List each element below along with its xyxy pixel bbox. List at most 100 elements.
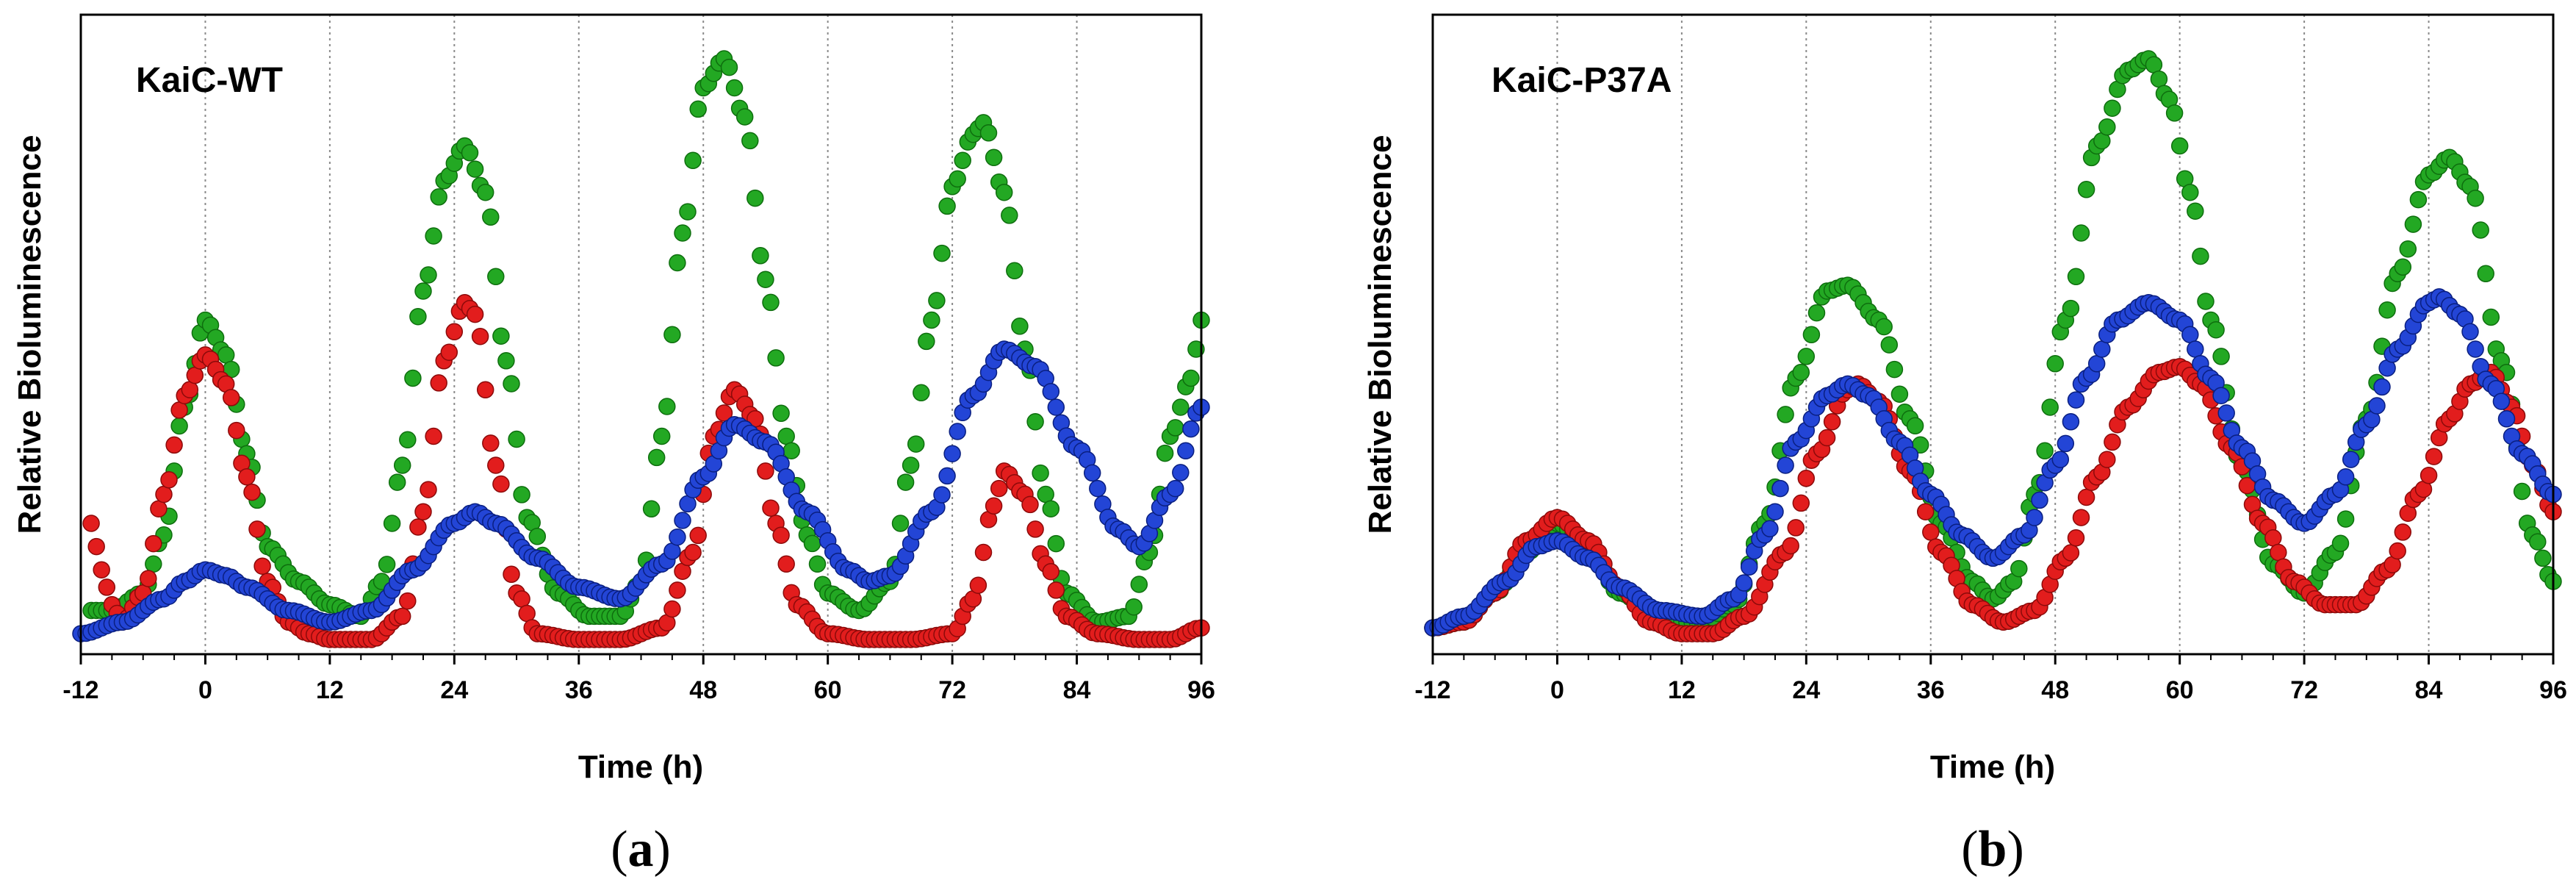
data-point <box>1761 520 1779 538</box>
x-tick-label: 0 <box>1550 676 1564 704</box>
data-point <box>1047 534 1065 553</box>
data-point <box>1187 340 1205 358</box>
data-point <box>954 151 971 170</box>
data-point <box>2513 482 2531 501</box>
data-point <box>2036 442 2054 460</box>
data-point <box>2077 488 2095 506</box>
data-point <box>82 515 100 532</box>
data-point <box>1042 383 1060 401</box>
data-point <box>93 561 110 578</box>
data-point <box>492 475 510 493</box>
data-point <box>492 327 510 345</box>
x-axis-title: Time (h) <box>1930 749 2055 785</box>
data-point <box>2067 268 2085 286</box>
data-point <box>2187 202 2204 220</box>
data-point <box>1890 385 1909 403</box>
data-point <box>2062 544 2080 562</box>
data-point <box>399 592 417 610</box>
data-point <box>2472 221 2489 239</box>
data-point <box>482 208 500 226</box>
data-point <box>503 375 520 393</box>
panel-caption-b: (b) <box>1961 821 2024 878</box>
data-point <box>757 270 774 288</box>
data-point <box>1026 413 1044 431</box>
data-point <box>1026 520 1044 538</box>
data-point <box>487 268 505 286</box>
data-point <box>383 515 401 532</box>
data-point <box>2368 397 2386 415</box>
data-point <box>2467 189 2484 207</box>
data-point <box>642 500 661 518</box>
data-point <box>1802 326 1821 344</box>
x-tick-label: 24 <box>440 676 468 704</box>
data-point <box>1042 562 1060 581</box>
x-tick-label: 24 <box>1792 676 1820 704</box>
data-point <box>669 581 686 599</box>
data-point <box>228 421 245 440</box>
data-point <box>1156 444 1174 462</box>
data-point <box>2067 391 2085 409</box>
data-point <box>2394 258 2412 276</box>
data-point <box>150 500 168 517</box>
data-point <box>777 555 795 573</box>
x-tick-label: -12 <box>62 676 98 704</box>
data-point <box>503 565 520 584</box>
data-point <box>87 537 105 556</box>
x-tick-label: 72 <box>938 676 966 704</box>
data-point <box>949 170 966 188</box>
data-point <box>1042 500 1060 517</box>
data-point <box>1766 503 1784 520</box>
data-point <box>918 332 935 351</box>
data-point <box>404 369 422 387</box>
data-point <box>425 427 442 445</box>
data-point <box>1735 574 1753 592</box>
data-point <box>1177 442 1195 460</box>
data-point <box>679 203 697 221</box>
data-point <box>518 604 536 623</box>
data-point <box>896 473 915 491</box>
data-point <box>2534 549 2552 567</box>
data-point <box>1792 494 1810 512</box>
panel-letter: b <box>1979 821 2007 878</box>
data-point <box>466 160 484 178</box>
data-point <box>652 427 671 445</box>
data-point <box>1782 537 1799 555</box>
data-point <box>2420 467 2438 484</box>
data-point <box>2165 104 2184 122</box>
data-point <box>1006 262 1023 280</box>
data-point <box>689 100 707 118</box>
data-point <box>669 254 686 272</box>
data-point <box>2394 523 2412 541</box>
data-point <box>222 389 240 406</box>
x-tick-label: 12 <box>1668 676 1696 704</box>
data-point <box>2207 320 2225 339</box>
data-point <box>181 381 199 398</box>
data-point <box>808 555 827 573</box>
data-point <box>466 305 484 323</box>
data-point <box>238 468 256 486</box>
data-point <box>186 366 204 384</box>
data-point <box>995 183 1013 201</box>
data-point <box>2026 509 2043 526</box>
data-point <box>1182 369 1200 387</box>
data-point <box>2529 533 2547 551</box>
data-point <box>2170 137 2189 155</box>
data-point <box>170 401 188 419</box>
data-point <box>1922 523 1940 541</box>
data-point <box>2197 293 2215 310</box>
data-point <box>1740 558 1758 576</box>
data-point <box>155 485 173 504</box>
data-point <box>513 590 530 608</box>
data-point <box>663 326 681 344</box>
data-point <box>1172 398 1190 416</box>
data-point <box>2217 404 2235 422</box>
data-point <box>902 456 920 474</box>
data-point <box>2072 224 2090 242</box>
data-point <box>1130 576 1148 593</box>
data-point <box>725 79 744 97</box>
data-point <box>933 486 951 504</box>
data-point <box>248 520 266 538</box>
data-point <box>1906 417 1924 435</box>
data-point <box>2181 326 2199 344</box>
data-point <box>1047 398 1065 416</box>
